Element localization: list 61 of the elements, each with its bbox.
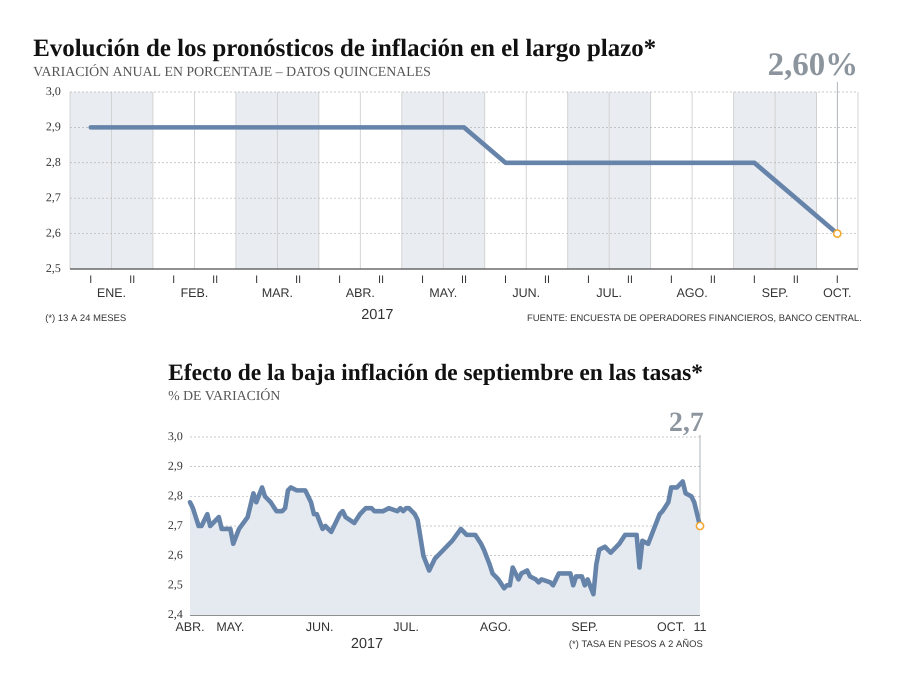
text: SEP. <box>762 288 788 298</box>
data-label: 2,60% <box>769 53 855 80</box>
x-tick-label: II <box>130 275 134 283</box>
x-tick-label: I <box>588 275 589 283</box>
chart-title: Evolución de los pronósticos de inflación en el largo plazo* <box>34 38 656 62</box>
text: MAY. <box>430 288 456 297</box>
x-tick-label: JUN. <box>306 622 332 632</box>
x-tick-label: OCT. <box>658 622 684 632</box>
y-tick-label: 2,8 <box>168 491 182 502</box>
x-tick-label: II <box>794 275 798 283</box>
text: (*) 13 A 24 MESES <box>46 314 126 323</box>
x-tick-label: I <box>256 275 258 283</box>
x-axis-title: 2017 <box>362 308 393 320</box>
text: ENE. <box>98 288 125 297</box>
chart-subtitle: VARIACIÓN ANUAL EN PORCENTAJE – DATOS QUINCENALES <box>33 64 430 78</box>
text: JUN. <box>512 288 539 298</box>
text: (*) TASA EN PESOS A 2 AÑOS <box>569 638 702 649</box>
text: MAR. <box>262 288 292 297</box>
y-tick-label: 2,8 <box>46 158 60 168</box>
x-tick-label: II <box>296 275 300 283</box>
x-tick-label: SEP. <box>572 622 598 632</box>
x-tick-label: I <box>754 275 755 283</box>
text: ABR. <box>346 288 374 297</box>
x-tick-label: I <box>339 275 340 283</box>
source-note: FUENTE: ENCUESTA DE OPERADORES FINANCIEROS, BANCO CENTRAL. <box>528 314 861 322</box>
x-tick-label: 11 <box>694 622 706 631</box>
text: AGO. <box>676 288 707 298</box>
x-tick-label: I <box>422 275 424 283</box>
y-tick-label: 2,7 <box>168 521 182 531</box>
y-tick-label: 2,9 <box>168 462 182 472</box>
x-tick-label: II <box>710 275 715 283</box>
y-tick-label: 2,9 <box>46 122 60 132</box>
text: FEB. <box>182 288 208 297</box>
annotation: 2,7 <box>670 412 704 436</box>
x-tick-label: II <box>544 275 549 283</box>
x-tick-label: II <box>628 275 632 283</box>
x-tick-label: II <box>379 275 384 283</box>
x-tick-label: I <box>90 275 92 283</box>
chart-subtitle: % DE VARIACIÓN <box>168 388 280 400</box>
x-axis-title: 2017 <box>352 638 382 648</box>
x-tick-label: ABR. <box>176 622 204 631</box>
x-tick-label: AGO. <box>480 622 510 632</box>
y-tick-label: 2,6 <box>46 228 60 238</box>
x-tick-label: II <box>213 275 218 283</box>
text: JUL. <box>596 288 621 298</box>
x-tick-label: I <box>670 275 672 283</box>
y-tick-label: 2,6 <box>168 550 182 561</box>
chart-title: Efecto de la baja inflación de septiembre en las tasas* <box>168 364 702 385</box>
x-tick-label: MAY. <box>217 622 244 631</box>
y-tick-label: 3,0 <box>168 432 182 442</box>
y-tick-label: 3,0 <box>46 87 60 97</box>
text: OCT. <box>824 288 850 298</box>
x-tick-label: I <box>504 275 506 283</box>
y-tick-label: 2,5 <box>168 580 182 590</box>
y-tick-label: 2,4 <box>168 610 183 620</box>
y-tick-label: 2,5 <box>46 264 60 274</box>
x-tick-label: I <box>836 275 838 283</box>
x-tick-label: I <box>173 275 174 283</box>
x-tick-label: II <box>462 275 466 283</box>
y-tick-label: 2,7 <box>46 193 60 204</box>
x-tick-label: JUL. <box>393 622 418 632</box>
